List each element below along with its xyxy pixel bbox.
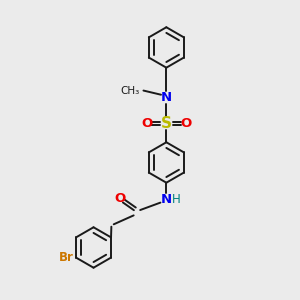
Text: N: N (161, 193, 172, 206)
Text: O: O (115, 192, 126, 205)
Text: Br: Br (59, 251, 74, 264)
Text: O: O (180, 117, 191, 130)
Text: N: N (161, 91, 172, 103)
Text: O: O (141, 117, 153, 130)
Text: H: H (172, 193, 180, 206)
Text: CH₃: CH₃ (120, 85, 140, 96)
Text: S: S (161, 116, 172, 131)
